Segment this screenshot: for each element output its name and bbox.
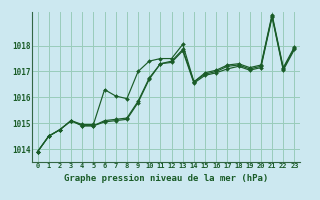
- X-axis label: Graphe pression niveau de la mer (hPa): Graphe pression niveau de la mer (hPa): [64, 174, 268, 183]
